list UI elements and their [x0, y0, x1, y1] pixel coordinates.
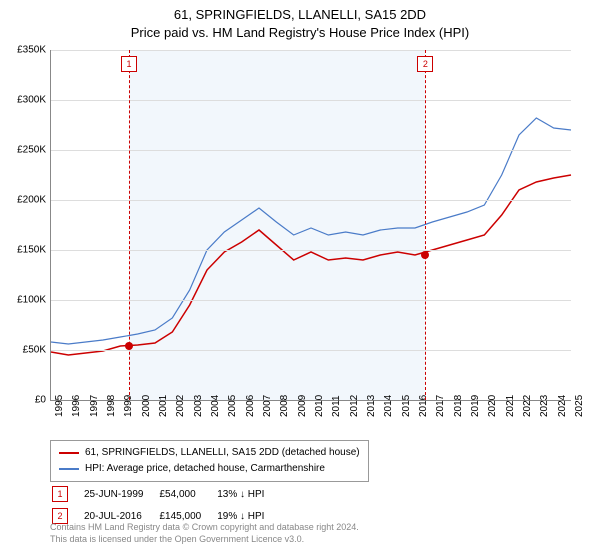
footnote-line2: This data is licensed under the Open Gov… — [50, 534, 359, 546]
sale-marker-line — [425, 50, 426, 400]
chart-title: 61, SPRINGFIELDS, LLANELLI, SA15 2DD Pri… — [0, 0, 600, 42]
legend-swatch-2 — [59, 468, 79, 470]
legend-row-1: 61, SPRINGFIELDS, LLANELLI, SA15 2DD (de… — [59, 445, 360, 461]
x-axis-label: 2005 — [227, 395, 238, 417]
sale-marker-box: 2 — [417, 56, 433, 72]
x-axis-label: 2020 — [487, 395, 498, 417]
chart-container: 61, SPRINGFIELDS, LLANELLI, SA15 2DD Pri… — [0, 0, 600, 560]
x-axis-label: 1997 — [89, 395, 100, 417]
legend-label-2: HPI: Average price, detached house, Carm… — [85, 461, 325, 477]
x-axis-label: 2022 — [522, 395, 533, 417]
sale-row: 1 25-JUN-1999£54,00013% ↓ HPI — [52, 484, 278, 504]
sale-delta: 13% ↓ HPI — [217, 484, 278, 504]
y-axis-label: £50K — [1, 345, 46, 356]
sale-price: £54,000 — [159, 484, 215, 504]
sale-marker-dot — [421, 251, 429, 259]
legend-row-2: HPI: Average price, detached house, Carm… — [59, 461, 360, 477]
sale-marker-box: 1 — [121, 56, 137, 72]
y-axis-label: £100K — [1, 295, 46, 306]
sale-date: 25-JUN-1999 — [84, 484, 157, 504]
x-axis-label: 2010 — [314, 395, 325, 417]
x-axis-label: 2013 — [366, 395, 377, 417]
y-axis-label: £150K — [1, 245, 46, 256]
x-axis-label: 2025 — [574, 395, 585, 417]
y-axis-label: £350K — [1, 45, 46, 56]
x-axis-label: 2009 — [297, 395, 308, 417]
x-axis-label: 2017 — [435, 395, 446, 417]
x-axis-label: 2018 — [453, 395, 464, 417]
x-axis-label: 2015 — [401, 395, 412, 417]
legend: 61, SPRINGFIELDS, LLANELLI, SA15 2DD (de… — [50, 440, 369, 482]
y-axis-label: £300K — [1, 95, 46, 106]
x-axis-label: 2014 — [383, 395, 394, 417]
x-axis-label: 2024 — [557, 395, 568, 417]
x-axis-label: 2006 — [245, 395, 256, 417]
footnote-line1: Contains HM Land Registry data © Crown c… — [50, 522, 359, 534]
x-axis-label: 2001 — [158, 395, 169, 417]
y-axis-label: £250K — [1, 145, 46, 156]
footnote: Contains HM Land Registry data © Crown c… — [50, 522, 359, 545]
sale-row-marker: 1 — [52, 486, 68, 502]
x-axis-label: 2002 — [175, 395, 186, 417]
x-axis-label: 2004 — [210, 395, 221, 417]
title-line2: Price paid vs. HM Land Registry's House … — [0, 24, 600, 42]
sale-marker-dot — [125, 342, 133, 350]
x-axis-label: 2011 — [331, 395, 342, 417]
x-axis-label: 2007 — [262, 395, 273, 417]
x-axis-label: 2023 — [539, 395, 550, 417]
x-axis-label: 1998 — [106, 395, 117, 417]
y-axis-label: £200K — [1, 195, 46, 206]
plot-area: £0£50K£100K£150K£200K£250K£300K£350K1995… — [50, 50, 571, 401]
x-axis-label: 2008 — [279, 395, 290, 417]
y-axis-label: £0 — [1, 395, 46, 406]
x-axis-label: 1995 — [54, 395, 65, 417]
x-axis-label: 1996 — [71, 395, 82, 417]
x-axis-label: 2021 — [505, 395, 516, 417]
x-axis-label: 2012 — [349, 395, 360, 417]
title-line1: 61, SPRINGFIELDS, LLANELLI, SA15 2DD — [0, 6, 600, 24]
x-axis-label: 2003 — [193, 395, 204, 417]
legend-swatch-1 — [59, 452, 79, 454]
x-axis-label: 2019 — [470, 395, 481, 417]
x-axis-label: 2016 — [418, 395, 429, 417]
x-axis-label: 2000 — [141, 395, 152, 417]
legend-label-1: 61, SPRINGFIELDS, LLANELLI, SA15 2DD (de… — [85, 445, 360, 461]
